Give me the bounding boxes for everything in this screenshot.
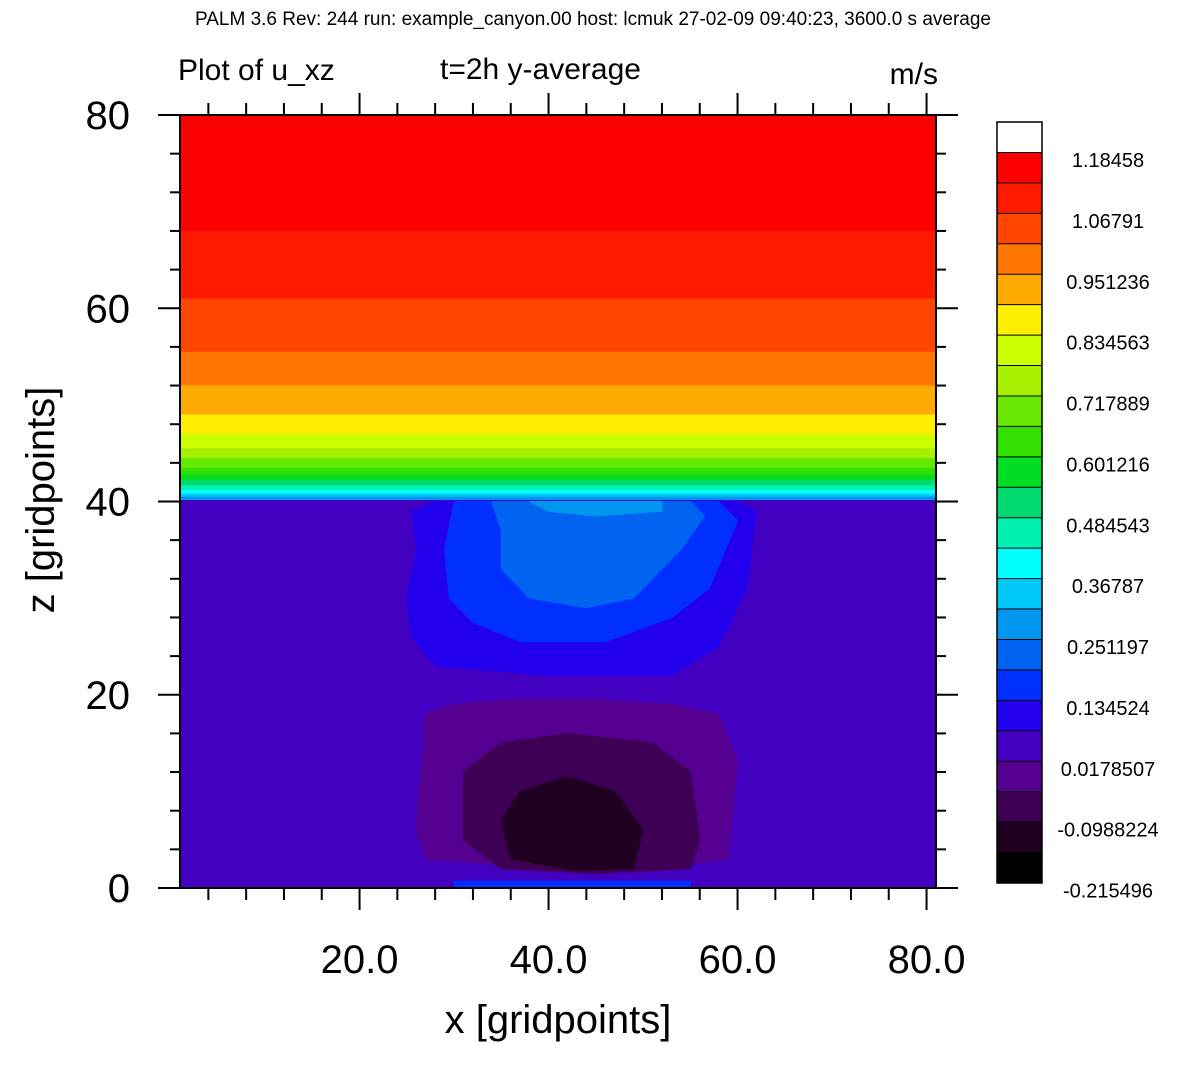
colorbar-swatch <box>997 335 1042 366</box>
colorbar-swatch <box>997 182 1042 214</box>
colorbar-label: 0.0178507 <box>1061 759 1156 781</box>
x-tick-label: 60.0 <box>699 938 777 982</box>
contour-band-15 <box>180 496 936 501</box>
y-tick-label: 20 <box>86 674 131 718</box>
x-tick-label: 20.0 <box>321 938 399 982</box>
contour-band-8 <box>180 458 936 469</box>
colorbar-label: 0.134524 <box>1066 698 1149 720</box>
colorbar-swatch <box>997 639 1042 671</box>
chart-subtitle: t=2h y-average <box>440 53 641 86</box>
colorbar-swatch <box>997 548 1042 579</box>
colorbar-swatch <box>997 669 1042 701</box>
colorbar-label: -0.215496 <box>1063 881 1153 903</box>
contour-region-7 <box>453 880 691 888</box>
colorbar-frame <box>996 121 1043 884</box>
contour-band-3 <box>180 351 936 387</box>
colorbar-swatch <box>997 822 1042 853</box>
contour-band-9 <box>180 467 936 475</box>
contour-field <box>180 115 936 888</box>
colorbar-swatch <box>997 609 1042 640</box>
colorbar-swatch <box>997 730 1042 762</box>
y-tick-label: 40 <box>86 481 131 525</box>
colorbar-swatch <box>997 517 1042 549</box>
colorbar-label: 0.951236 <box>1066 272 1149 294</box>
colorbar-label: -0.0988224 <box>1057 820 1158 842</box>
contour-band-6 <box>180 433 936 449</box>
colorbar-swatch <box>997 152 1042 184</box>
axes: 20.0 40.0 60.0 80.0 0 20 40 60 80 <box>86 93 966 982</box>
run-header: PALM 3.6 Rev: 244 run: example_canyon.00… <box>195 9 991 30</box>
contour-band-4 <box>180 385 936 416</box>
contour-region-6 <box>500 776 644 872</box>
colorbar-swatch <box>997 304 1042 336</box>
colorbar-label: 1.18458 <box>1072 150 1144 172</box>
colorbar-label: 0.834563 <box>1066 333 1149 355</box>
contour-band-10 <box>180 474 936 481</box>
colorbar-label: 1.06791 <box>1072 211 1144 233</box>
colorbar-label: 0.601216 <box>1066 454 1149 476</box>
contour-band-2 <box>180 298 936 353</box>
units-label: m/s <box>890 58 938 91</box>
colorbar-swatch <box>997 791 1042 823</box>
colorbar-swatch <box>997 213 1042 245</box>
x-axis-label: x [gridpoints] <box>445 998 672 1042</box>
colorbar-swatch <box>997 487 1042 519</box>
x-tick-label: 80.0 <box>888 938 966 982</box>
y-tick-label: 80 <box>86 94 131 138</box>
contour-band-7 <box>180 448 936 459</box>
colorbar-swatch <box>997 761 1042 792</box>
colorbar-swatch <box>997 852 1042 884</box>
x-tick-label: 40.0 <box>510 938 588 982</box>
contour-region-3 <box>529 501 663 517</box>
colorbar-label: 0.36787 <box>1072 576 1144 598</box>
contour-region-2 <box>491 501 706 609</box>
contour-band-11 <box>180 480 936 486</box>
colorbar-swatch <box>997 122 1042 153</box>
colorbar: 1.18458 1.06791 0.951236 0.834563 0.717889 0.… <box>996 121 1159 903</box>
colorbar-swatch <box>997 243 1042 275</box>
y-axis-label: z [gridpoints] <box>19 387 63 614</box>
contour-band-5 <box>180 414 936 435</box>
colorbar-swatch <box>997 274 1042 305</box>
colorbar-label: 0.251197 <box>1067 637 1149 659</box>
y-tick-label: 60 <box>86 287 131 331</box>
colorbar-swatch <box>997 365 1042 397</box>
contour-band-12 <box>180 485 936 491</box>
colorbar-swatch <box>997 700 1042 732</box>
colorbar-swatch <box>997 426 1042 458</box>
colorbar-swatch <box>997 578 1042 610</box>
contour-band-0 <box>180 115 936 232</box>
chart-title: Plot of u_xz <box>178 54 335 87</box>
plot-frame <box>179 114 937 889</box>
contour-band-13 <box>180 489 936 495</box>
contour-band-1 <box>180 230 936 300</box>
y-tick-label: 0 <box>108 867 130 911</box>
colorbar-swatch <box>997 456 1042 488</box>
contour-band-14 <box>180 493 936 498</box>
colorbar-label: 0.484543 <box>1066 515 1149 537</box>
colorbar-swatch <box>997 395 1042 427</box>
colorbar-label: 0.717889 <box>1066 394 1149 416</box>
